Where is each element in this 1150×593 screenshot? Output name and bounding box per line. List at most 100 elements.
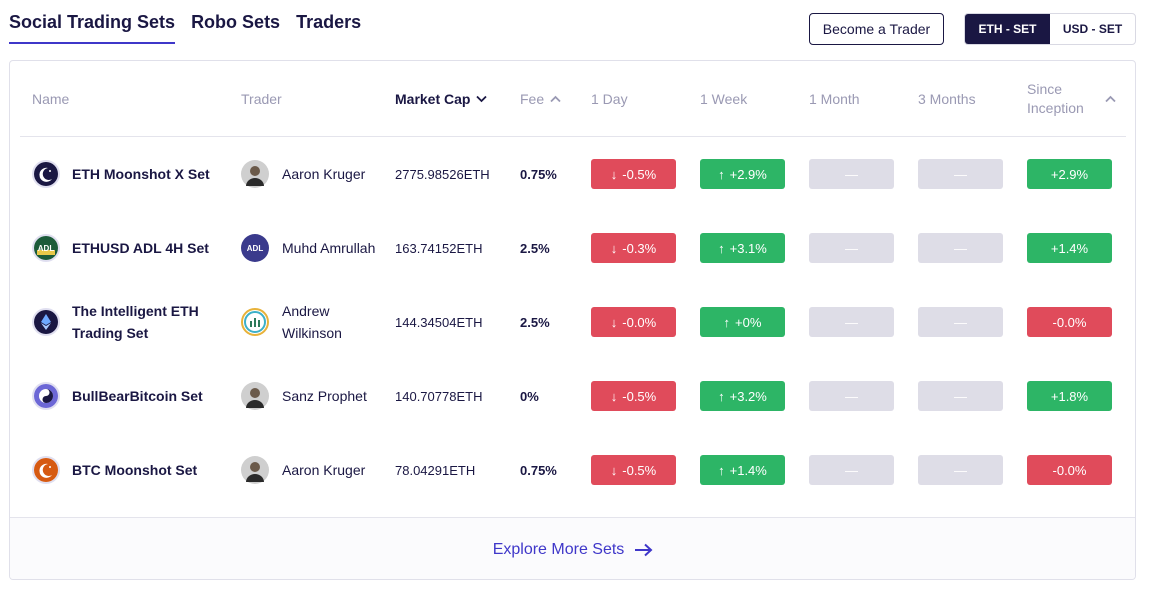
column-1-month[interactable]: 1 Month xyxy=(809,91,860,107)
three-month-change-cell: — xyxy=(918,433,1003,507)
market-cap-cell: 2775.98526 ETH xyxy=(395,137,490,211)
month-change-cell: — xyxy=(809,433,894,507)
set-name[interactable]: ETH Moonshot X Set xyxy=(72,166,210,182)
arrow-right-icon xyxy=(635,543,653,556)
trader-cell: Aaron Kruger xyxy=(241,137,382,211)
market-cap-value: 163.74152 xyxy=(395,240,457,256)
column-1-day[interactable]: 1 Day xyxy=(591,91,628,107)
month-change-cell: — xyxy=(809,211,894,285)
day-change-cell: ↓ -0.5% xyxy=(591,137,676,211)
three-month-change-badge: — xyxy=(918,159,1003,189)
trader-name[interactable]: Aaron Kruger xyxy=(282,166,366,182)
since-inception-badge: -0.0% xyxy=(1027,307,1112,337)
fee-cell: 0.75% xyxy=(520,137,557,211)
week-change-cell: ↑ +1.4% xyxy=(700,433,785,507)
column-since-inception[interactable]: Since Inception xyxy=(1027,61,1116,137)
trader-name[interactable]: Aaron Kruger xyxy=(282,462,366,478)
month-change-badge-value: — xyxy=(845,388,858,404)
explore-more-sets-link[interactable]: Explore More Sets xyxy=(493,541,655,559)
arrow-up-icon: ↑ xyxy=(723,314,731,330)
table-row[interactable]: ETH Moonshot X Set Aaron Kruger 2775.985… xyxy=(20,137,1126,211)
three-month-change-badge: — xyxy=(918,307,1003,337)
since-inception-badge: +1.4% xyxy=(1027,233,1112,263)
become-trader-button[interactable]: Become a Trader xyxy=(809,13,944,45)
three-month-change-cell: — xyxy=(918,137,1003,211)
column-3-months[interactable]: 3 Months xyxy=(918,91,976,107)
set-name[interactable]: ETHUSD ADL 4H Set xyxy=(72,240,209,256)
day-change-badge-value: -0.5% xyxy=(622,462,657,478)
tab-robo-sets[interactable]: Robo Sets xyxy=(191,12,281,32)
column-1-week[interactable]: 1 Week xyxy=(700,91,748,107)
market-cap-unit: ETH xyxy=(456,388,483,404)
tab-traders[interactable]: Traders xyxy=(296,12,362,32)
column-since-inception-label: Since Inception xyxy=(1027,81,1084,116)
table-header: Name Trader Market Cap Fee 1 Day 1 Week … xyxy=(20,61,1126,137)
three-month-change-badge-value: — xyxy=(954,388,967,404)
eth-set-option[interactable]: ETH - SET xyxy=(965,14,1050,44)
trader-name[interactable]: Andrew Wilkinson xyxy=(282,303,342,341)
day-change-cell: ↓ -0.5% xyxy=(591,359,676,433)
tab-social-trading-sets[interactable]: Social Trading Sets xyxy=(9,10,176,44)
column-market-cap-label: Market Cap xyxy=(395,91,471,107)
week-change-badge: ↑ +1.4% xyxy=(700,455,785,485)
chevron-up-icon xyxy=(1105,95,1116,103)
arrow-down-icon: ↓ xyxy=(610,166,618,182)
trader-name[interactable]: Muhd Amrullah xyxy=(282,240,376,256)
three-month-change-badge: — xyxy=(918,233,1003,263)
adl-icon: ADL xyxy=(32,234,60,262)
week-change-badge-value: +1.4% xyxy=(729,462,767,478)
since-inception-cell: -0.0% xyxy=(1027,433,1112,507)
arrow-down-icon: ↓ xyxy=(610,462,618,478)
day-change-badge-value: -0.3% xyxy=(622,240,657,256)
set-name-cell: BullBearBitcoin Set xyxy=(32,359,217,433)
market-cap-cell: 144.34504 ETH xyxy=(395,285,482,359)
set-name-cell: ETH Moonshot X Set xyxy=(32,137,217,211)
day-change-badge-value: -0.5% xyxy=(622,166,657,182)
week-change-cell: ↑ +0% xyxy=(700,285,785,359)
trader-name[interactable]: Sanz Prophet xyxy=(282,388,367,404)
table-row[interactable]: BullBearBitcoin Set Sanz Prophet 140.707… xyxy=(20,359,1126,433)
usd-set-option[interactable]: USD - SET xyxy=(1062,22,1123,36)
table-row[interactable]: BTC Moonshot Set Aaron Kruger 78.04291 E… xyxy=(20,433,1126,507)
column-fee[interactable]: Fee xyxy=(520,61,561,137)
month-change-badge: — xyxy=(809,455,894,485)
chart-avatar xyxy=(241,308,269,336)
column-trader: Trader xyxy=(241,91,282,107)
market-cap-unit: ETH xyxy=(449,462,476,478)
week-change-badge: ↑ +3.2% xyxy=(700,381,785,411)
trader-cell: Aaron Kruger xyxy=(241,433,382,507)
day-change-badge: ↓ -0.5% xyxy=(591,381,676,411)
month-change-cell: — xyxy=(809,359,894,433)
yin-yang-icon xyxy=(32,382,60,410)
fee-value: 0.75% xyxy=(520,166,557,182)
column-market-cap[interactable]: Market Cap xyxy=(395,61,488,137)
week-change-badge-value: +0% xyxy=(735,314,762,330)
set-name[interactable]: The Intelligent ETH Trading Set xyxy=(72,303,199,341)
month-change-badge-value: — xyxy=(845,462,858,478)
table-row[interactable]: ADL ETHUSD ADL 4H Set ADL Muhd Amrullah … xyxy=(20,211,1126,285)
market-cap-value: 78.04291 xyxy=(395,462,450,478)
day-change-cell: ↓ -0.0% xyxy=(591,285,676,359)
set-tabs: Social Trading Sets Robo Sets Traders xyxy=(9,10,377,46)
since-inception-badge: +1.8% xyxy=(1027,381,1112,411)
fee-value: 2.5% xyxy=(520,314,550,330)
fee-cell: 0% xyxy=(520,359,539,433)
three-month-change-cell: — xyxy=(918,211,1003,285)
set-name[interactable]: BullBearBitcoin Set xyxy=(72,388,203,404)
three-month-change-cell: — xyxy=(918,359,1003,433)
market-cap-value: 144.34504 xyxy=(395,314,457,330)
table-row[interactable]: The Intelligent ETH Trading Set Andrew W… xyxy=(20,285,1126,359)
fee-value: 2.5% xyxy=(520,240,550,256)
column-name: Name xyxy=(32,91,70,107)
since-inception-cell: +1.8% xyxy=(1027,359,1112,433)
day-change-cell: ↓ -0.5% xyxy=(591,433,676,507)
month-change-badge: — xyxy=(809,381,894,411)
month-change-cell: — xyxy=(809,285,894,359)
arrow-up-icon: ↑ xyxy=(718,240,725,256)
since-inception-badge-value: -0.0% xyxy=(1052,314,1087,330)
chevron-up-icon xyxy=(550,95,561,103)
currency-toggle: ETH - SET USD - SET xyxy=(964,13,1136,45)
fee-value: 0.75% xyxy=(520,462,557,478)
set-name[interactable]: BTC Moonshot Set xyxy=(72,462,198,478)
set-name-cell: ADL ETHUSD ADL 4H Set xyxy=(32,211,217,285)
